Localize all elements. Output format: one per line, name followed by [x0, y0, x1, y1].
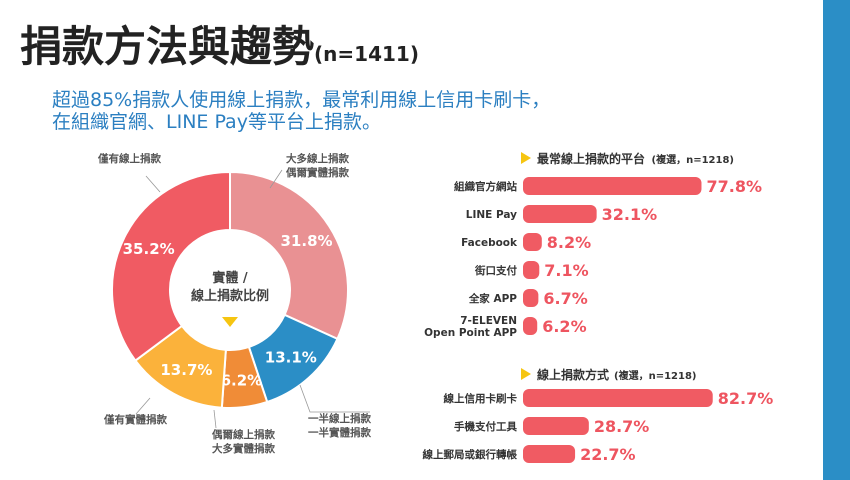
bar-value-label: 22.7% [580, 445, 636, 464]
donut-slice [229, 170, 349, 341]
bar-category-label: Open Point APP [424, 327, 517, 339]
bar-value-label: 6.2% [542, 317, 586, 336]
annotation-leader-line [299, 384, 370, 413]
bar-chart-title: 線上捐款方式 [537, 367, 609, 382]
slice-value-label: 31.8% [281, 232, 333, 250]
bar-category-label: 街口支付 [474, 264, 517, 277]
donut-center [172, 232, 288, 348]
side-accent-bar [823, 0, 850, 480]
bar-value-label: 82.7% [718, 389, 774, 408]
bar-value-label: 8.2% [547, 233, 591, 252]
slice-category-label: 一半線上捐款 [308, 412, 371, 425]
bar [523, 417, 589, 435]
slice-value-label: 35.2% [123, 240, 175, 258]
bar-category-label: 手機支付工具 [454, 420, 517, 433]
bar-category-label: 線上信用卡刷卡 [444, 392, 518, 405]
bar-value-label: 7.1% [544, 261, 588, 280]
bar-category-label: 7-ELEVEN [460, 315, 517, 327]
slice-category-label: 大多線上捐款 [286, 152, 349, 165]
bar [523, 261, 540, 279]
slice-category-label: 偶爾實體捐款 [285, 166, 349, 179]
bar-category-label: Facebook [461, 237, 518, 249]
bar-value-label: 28.7% [594, 417, 650, 436]
donut-slice [111, 170, 231, 362]
donut-center-label: 實體 / [212, 270, 248, 286]
slice-value-label: 13.7% [160, 361, 212, 379]
bar [523, 177, 702, 195]
bar-chart-title: 最常線上捐款的平台 [537, 151, 645, 166]
slice-category-label: 僅有實體捐款 [103, 413, 167, 426]
bar [523, 233, 542, 251]
title-sample-size: (n=1411) [314, 42, 419, 66]
bar [523, 289, 539, 307]
annotation-leader-line [213, 409, 217, 429]
bar-value-label: 32.1% [602, 205, 658, 224]
slice-category-label: 偶爾線上捐款 [211, 428, 275, 441]
bar-value-label: 6.7% [543, 289, 587, 308]
bar [523, 389, 713, 407]
annotation-leader-line [135, 397, 151, 415]
slice-category-label: 一半實體捐款 [308, 426, 371, 439]
slice-value-label: 13.1% [265, 349, 317, 367]
bar-category-label: 組織官方網站 [454, 180, 517, 193]
bar [523, 317, 538, 335]
annotation-leader-line [269, 169, 283, 189]
bar-category-label: 線上郵局或銀行轉帳 [423, 448, 518, 461]
slice-category-label: 大多實體捐款 [212, 442, 275, 455]
bar [523, 445, 576, 463]
bar-chart-title-note: (複選，n=1218) [652, 153, 734, 166]
bar-category-label: 全家 APP [468, 292, 517, 305]
bar-chart-title-note: (複選，n=1218) [614, 369, 696, 382]
title-main: 捐款方法與趨勢 [20, 22, 315, 71]
slice-category-label: 僅有線上捐款 [97, 152, 161, 165]
slice-value-label: 6.2% [221, 371, 263, 389]
page-title: 捐款方法與趨勢(n=1411) [20, 22, 419, 79]
header-arrow-icon [521, 368, 531, 380]
annotation-leader-line [145, 175, 161, 193]
subtitle-line-2: 在組織官網、LINE Pay等平台上捐款。 [52, 111, 381, 133]
header-arrow-icon [521, 152, 531, 164]
bar [523, 205, 597, 223]
subtitle-line-1: 超過85%捐款人使用線上捐款，最常利用線上信用卡刷卡， [52, 89, 551, 111]
center-arrow-icon [222, 317, 238, 327]
bar-category-label: LINE Pay [466, 209, 517, 221]
donut-center-label: 線上捐款比例 [191, 288, 269, 304]
bar-value-label: 77.8% [706, 177, 762, 196]
